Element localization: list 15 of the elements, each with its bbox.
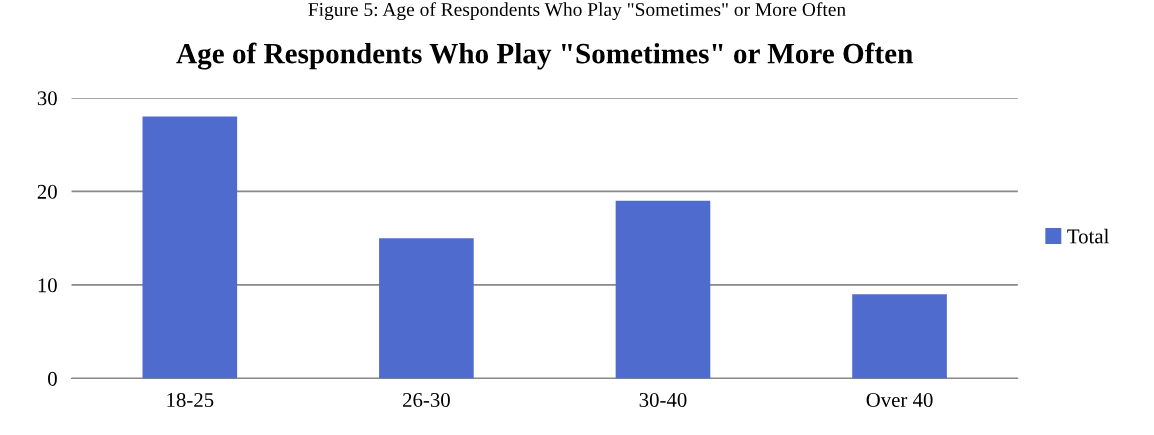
- chart-title: Age of Respondents Who Play "Sometimes" or More Often: [176, 42, 913, 70]
- x-tick-label: Over 40: [866, 392, 933, 407]
- legend-label: Total: [1067, 228, 1109, 244]
- x-tick-label: 18-25: [167, 392, 214, 407]
- x-tick-label: 30-40: [639, 392, 687, 407]
- caption: Figure 5: Age of Respondents Who Play "Sometimes" or More Often: [308, 2, 846, 21]
- y-tick-label: 0: [48, 371, 57, 386]
- y-tick-label: 30: [37, 91, 57, 106]
- y-tick-label: 20: [37, 184, 57, 199]
- bar: [852, 294, 947, 379]
- bar: [615, 200, 711, 379]
- x-tick-label: 26-30: [403, 392, 450, 407]
- bar: [379, 238, 474, 379]
- y-tick-label: 10: [38, 278, 57, 293]
- bar: [142, 116, 238, 379]
